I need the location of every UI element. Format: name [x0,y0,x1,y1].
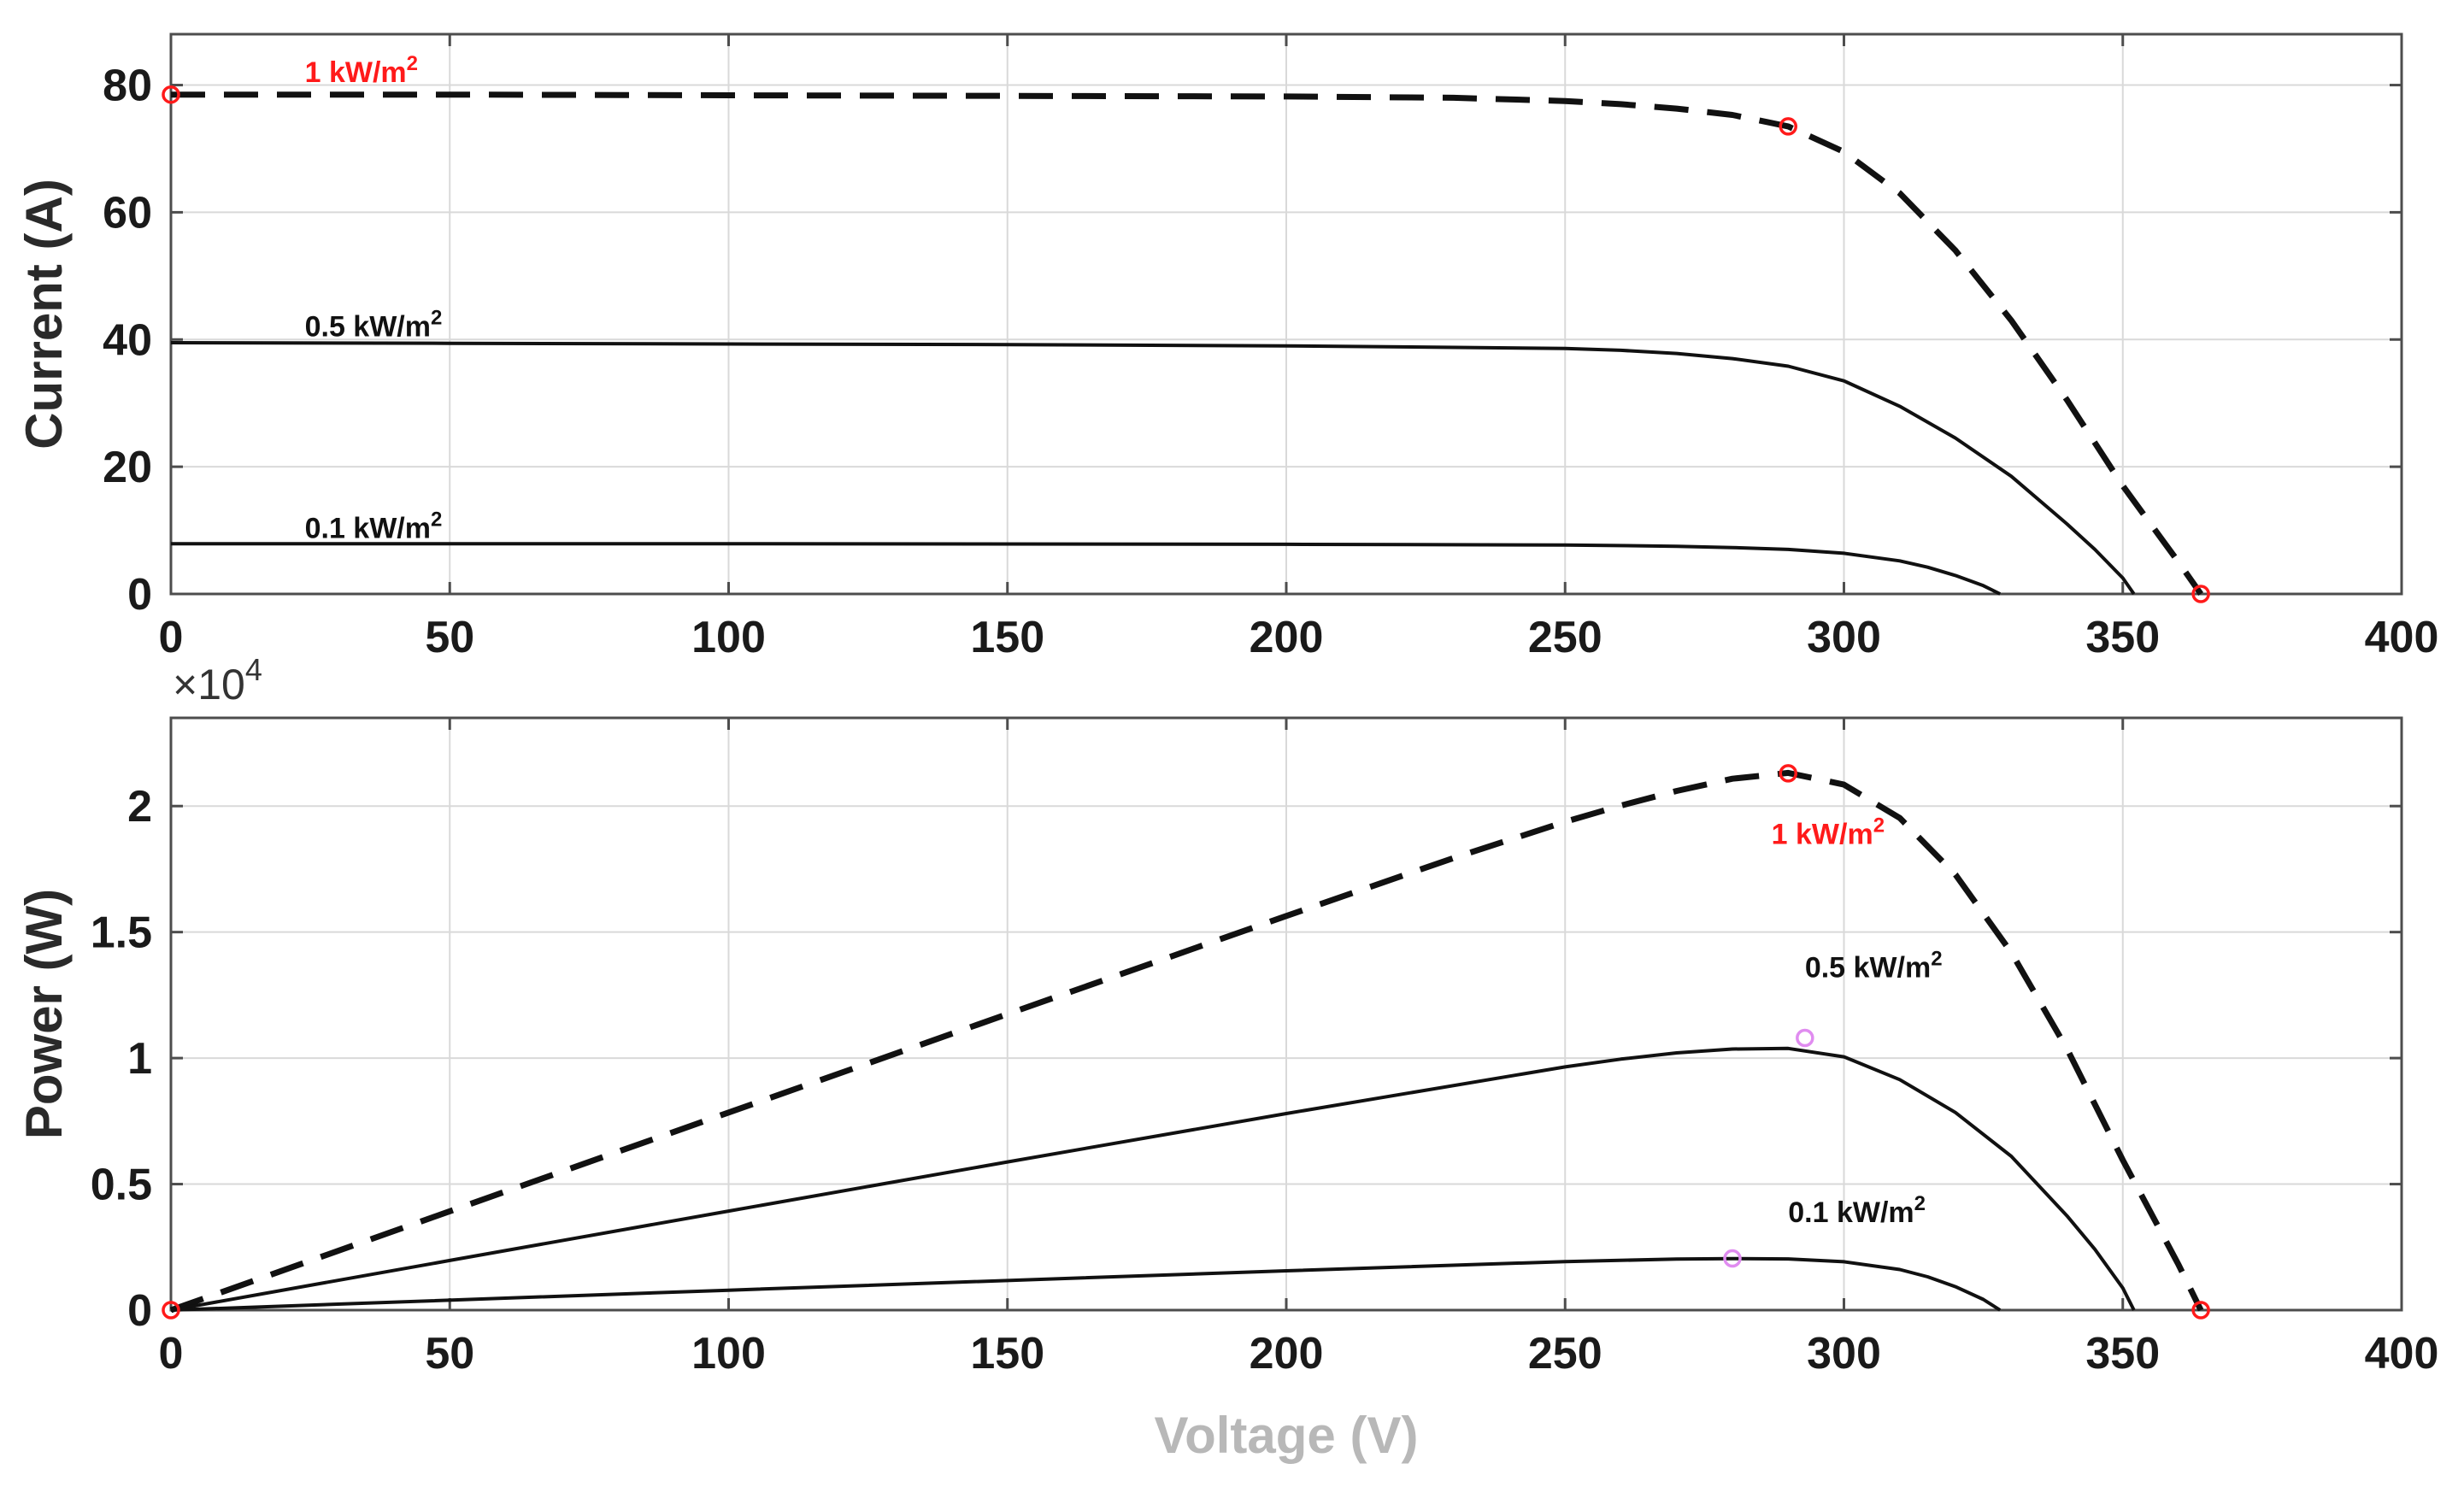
y-tick-label: 60 [103,188,152,238]
x-tick-label: 0 [159,613,184,662]
y-tick-label: 2 [127,782,152,832]
series-annotation: 0.1 kW/m2 [1788,1192,1926,1229]
x-tick-label: 200 [1250,1329,1324,1378]
point-marker [162,1301,180,1320]
chart-panel-1: 0 50 100 150 200 250 300 350 400 0 20 40 60 80 Current… [15,32,2439,662]
x-tick-label: 300 [1807,613,1881,662]
y-axis-label: Power (W) [15,889,73,1139]
series-annotation: 1 kW/m2 [305,52,418,89]
x-tick-label: 100 [691,613,766,662]
series-line-3 [170,1256,2002,1312]
x-tick-label: 250 [1528,1329,1602,1378]
y-tick-label: 0 [127,570,152,620]
y-tick-label: 80 [103,62,152,111]
y-tick-label: 0 [127,1286,152,1336]
point-marker [1779,764,1797,783]
point-marker [1723,1249,1742,1268]
series-line-2 [170,1046,2136,1312]
point-marker [162,85,180,104]
series-annotation: 0.5 kW/m2 [305,307,443,344]
y-exponent-power: 4 [245,652,262,687]
y-tick-label: 40 [103,315,152,365]
annotation-superscript: 2 [1914,1192,1926,1215]
x-tick-label: 200 [1250,613,1324,662]
series-line-3 [171,542,2002,596]
x-axis-label: Voltage (V) [1155,1407,1419,1464]
y-axis-label: Current (A) [15,179,73,450]
x-tick-label: 400 [2365,613,2439,662]
annotation-superscript: 2 [431,508,442,532]
annotation-superscript: 2 [1931,948,1942,971]
series-annotation: 1 kW/m2 [1772,814,1885,850]
x-tick-label: 50 [425,1329,474,1378]
x-tick-label: 350 [2085,613,2160,662]
annotation-superscript: 2 [407,52,418,75]
point-marker [2191,585,2210,603]
x-tick-label: 150 [970,613,1044,662]
x-tick-label: 100 [691,1329,766,1378]
y-tick-label: 1.5 [91,908,152,958]
y-tick-label: 20 [103,443,152,492]
annotation-superscript: 2 [431,307,442,330]
y-tick-label: 0.5 [91,1161,152,1210]
series-line-1 [169,769,2204,1314]
x-tick-label: 150 [970,1329,1044,1378]
series-line-2 [170,341,2136,596]
x-tick-label: 300 [1807,1329,1881,1378]
x-tick-label: 0 [159,1329,184,1378]
point-marker [1796,1028,1814,1048]
point-marker [2191,1301,2210,1320]
series-line-1 [171,91,2203,597]
x-tick-label: 350 [2085,1329,2160,1378]
y-tick-label: 1 [127,1034,152,1084]
x-tick-label: 250 [1528,613,1602,662]
x-tick-label: 400 [2365,1329,2439,1378]
x-tick-label: 50 [425,613,474,662]
point-marker [1779,117,1797,136]
annotation-superscript: 2 [1873,814,1885,837]
chart-panel-2: 0 50 100 150 200 250 300 350 400 0 0.5 1 1.5 2 Power (… [15,652,2438,1464]
y-exponent-label: ×104 [173,652,262,708]
series-annotation: 0.5 kW/m2 [1805,948,1943,985]
series-annotation: 0.1 kW/m2 [305,508,443,545]
